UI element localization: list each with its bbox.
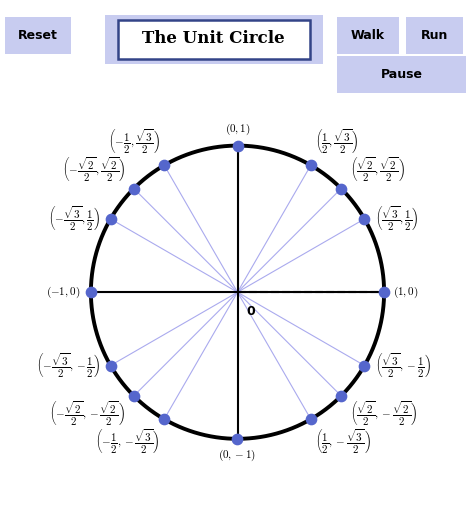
Text: $\left(-\dfrac{1}{2},\dfrac{\sqrt{3}}{2}\right)$: $\left(-\dfrac{1}{2},\dfrac{\sqrt{3}}{2}…	[108, 129, 160, 157]
Text: $\left(\dfrac{1}{2},-\dfrac{\sqrt{3}}{2}\right)$: $\left(\dfrac{1}{2},-\dfrac{\sqrt{3}}{2}…	[315, 428, 371, 456]
Text: $(0,1)$: $(0,1)$	[225, 121, 250, 137]
Point	[130, 184, 138, 193]
Text: $\left(-\dfrac{\sqrt{2}}{2},-\dfrac{\sqrt{2}}{2}\right)$: $\left(-\dfrac{\sqrt{2}}{2},-\dfrac{\sqr…	[49, 400, 125, 429]
Point	[130, 392, 138, 400]
Text: $\left(-\dfrac{\sqrt{2}}{2},\dfrac{\sqrt{2}}{2}\right)$: $\left(-\dfrac{\sqrt{2}}{2},\dfrac{\sqrt…	[62, 156, 125, 184]
Text: $\left(\dfrac{1}{2},\dfrac{\sqrt{3}}{2}\right)$: $\left(\dfrac{1}{2},\dfrac{\sqrt{3}}{2}\…	[315, 129, 359, 157]
Text: Reset: Reset	[18, 29, 58, 42]
Text: $(0,-1)$: $(0,-1)$	[218, 447, 256, 463]
Text: $\left(-\dfrac{1}{2},-\dfrac{\sqrt{3}}{2}\right)$: $\left(-\dfrac{1}{2},-\dfrac{\sqrt{3}}{2…	[95, 428, 160, 456]
Point	[107, 361, 114, 370]
Point	[107, 215, 114, 223]
Point	[337, 392, 345, 400]
FancyBboxPatch shape	[401, 14, 468, 57]
Point	[361, 215, 368, 223]
Point	[234, 141, 241, 150]
Point	[234, 435, 241, 443]
Point	[161, 415, 168, 423]
Point	[337, 184, 345, 193]
Text: $\left(-\dfrac{\sqrt{3}}{2},\dfrac{1}{2}\right)$: $\left(-\dfrac{\sqrt{3}}{2},\dfrac{1}{2}…	[48, 205, 100, 233]
FancyBboxPatch shape	[327, 53, 475, 96]
Point	[380, 288, 388, 296]
Text: $\mathbf{0}$: $\mathbf{0}$	[247, 305, 256, 318]
Point	[307, 415, 314, 423]
Text: Walk: Walk	[351, 29, 385, 42]
Text: $\left(\dfrac{\sqrt{3}}{2},\dfrac{1}{2}\right)$: $\left(\dfrac{\sqrt{3}}{2},\dfrac{1}{2}\…	[375, 205, 418, 233]
Point	[307, 161, 314, 169]
FancyBboxPatch shape	[0, 14, 76, 57]
FancyBboxPatch shape	[104, 15, 323, 64]
Text: The Unit Circle: The Unit Circle	[142, 30, 285, 47]
Text: $\left(-\dfrac{\sqrt{3}}{2},-\dfrac{1}{2}\right)$: $\left(-\dfrac{\sqrt{3}}{2},-\dfrac{1}{2…	[36, 351, 100, 379]
FancyBboxPatch shape	[332, 14, 404, 57]
Text: $(-1,0)$: $(-1,0)$	[46, 285, 81, 300]
Text: $(1,0)$: $(1,0)$	[393, 285, 418, 300]
Text: $\left(\dfrac{\sqrt{3}}{2},-\dfrac{1}{2}\right)$: $\left(\dfrac{\sqrt{3}}{2},-\dfrac{1}{2}…	[375, 351, 431, 379]
FancyBboxPatch shape	[118, 20, 310, 59]
Text: Pause: Pause	[380, 68, 422, 81]
Text: Run: Run	[421, 29, 448, 42]
Text: $\left(\dfrac{\sqrt{2}}{2},-\dfrac{\sqrt{2}}{2}\right)$: $\left(\dfrac{\sqrt{2}}{2},-\dfrac{\sqrt…	[350, 400, 418, 429]
Point	[161, 161, 168, 169]
Point	[361, 361, 368, 370]
Text: $\left(\dfrac{\sqrt{2}}{2},\dfrac{\sqrt{2}}{2}\right)$: $\left(\dfrac{\sqrt{2}}{2},\dfrac{\sqrt{…	[350, 156, 405, 184]
Point	[87, 288, 95, 296]
